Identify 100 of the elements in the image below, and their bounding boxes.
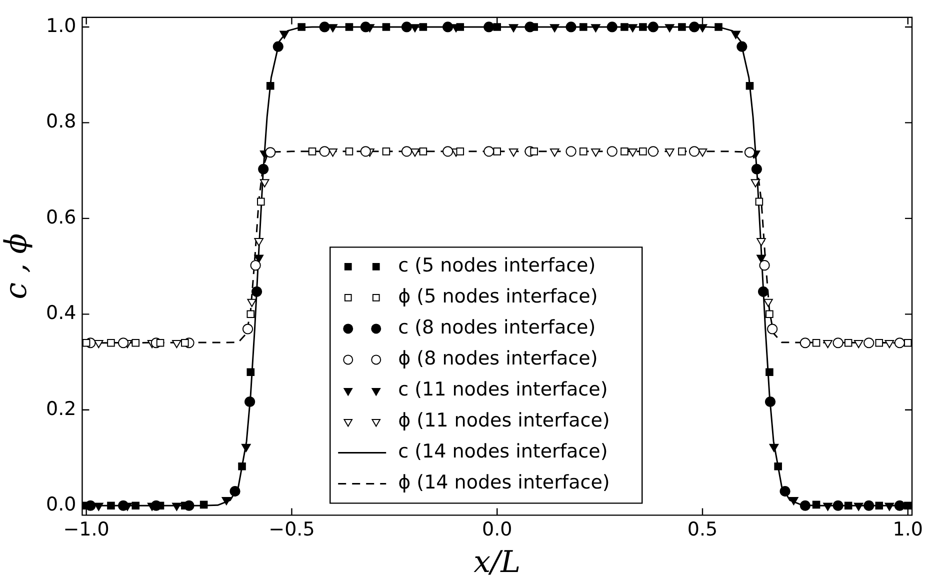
point <box>731 30 740 39</box>
point <box>832 338 844 348</box>
point <box>664 148 674 157</box>
point <box>854 340 864 348</box>
point <box>664 24 674 32</box>
point <box>345 23 354 31</box>
point <box>854 502 864 511</box>
point <box>360 146 371 157</box>
point <box>620 23 628 31</box>
point <box>746 82 754 90</box>
point <box>744 147 756 158</box>
y-tick-label: 0.6 <box>46 206 76 228</box>
point <box>118 338 129 348</box>
point <box>639 148 647 156</box>
point <box>258 164 269 174</box>
point <box>319 146 330 157</box>
point <box>172 502 182 511</box>
point <box>328 148 338 157</box>
point <box>456 23 464 31</box>
point <box>688 22 700 32</box>
point <box>755 198 764 206</box>
point <box>118 500 129 511</box>
point <box>107 338 115 347</box>
x-tick-label: −1.0 <box>63 518 110 541</box>
point <box>628 24 638 32</box>
point <box>200 500 208 509</box>
y-axis-title: c , ϕ <box>0 233 34 300</box>
point <box>94 502 104 511</box>
point <box>254 254 264 263</box>
point <box>550 24 560 32</box>
point <box>766 368 774 376</box>
point <box>698 24 708 32</box>
point <box>769 444 779 452</box>
point <box>894 500 905 511</box>
point <box>714 23 722 31</box>
point <box>442 146 454 157</box>
point <box>823 502 832 511</box>
point <box>579 23 588 31</box>
point <box>308 148 316 156</box>
point <box>774 462 782 470</box>
point <box>156 338 164 347</box>
point <box>780 486 790 497</box>
point <box>884 502 894 511</box>
point <box>257 198 265 206</box>
point <box>698 148 708 157</box>
x-tick-label: 0.5 <box>687 518 718 541</box>
point <box>844 338 852 347</box>
point <box>401 22 412 32</box>
point <box>94 340 104 348</box>
point <box>508 148 518 157</box>
point <box>756 254 766 263</box>
point <box>800 500 810 511</box>
point <box>758 286 769 297</box>
point <box>823 340 832 348</box>
point <box>688 146 700 157</box>
point <box>272 41 284 52</box>
point <box>132 502 140 510</box>
point <box>484 22 494 32</box>
point <box>606 22 618 32</box>
point <box>244 396 256 408</box>
point <box>360 22 371 32</box>
x-tick-label: 0.0 <box>482 518 512 541</box>
point <box>832 500 844 511</box>
point <box>591 24 600 32</box>
point <box>628 148 638 157</box>
point <box>172 340 182 348</box>
point <box>247 298 257 308</box>
point <box>764 298 773 308</box>
point <box>812 338 820 347</box>
point <box>566 22 576 32</box>
point <box>566 146 576 157</box>
point <box>620 148 628 156</box>
point <box>382 148 390 156</box>
point <box>875 502 884 510</box>
point <box>382 23 390 31</box>
legend-label: c (11 nodes interface) <box>398 378 608 401</box>
legend-label: ϕ (11 nodes interface) <box>398 410 610 432</box>
point <box>410 148 420 157</box>
point <box>230 486 240 497</box>
point <box>246 310 255 318</box>
point <box>181 338 189 347</box>
point <box>254 238 264 246</box>
point <box>750 179 760 188</box>
point <box>266 82 274 90</box>
point <box>678 148 686 156</box>
point <box>579 148 588 156</box>
point <box>648 146 659 157</box>
point <box>864 500 874 511</box>
point <box>442 22 454 32</box>
point <box>260 179 270 188</box>
x-tick-label: 1.0 <box>892 518 923 541</box>
y-tick-label: 0.0 <box>46 494 76 516</box>
point <box>639 23 647 31</box>
point <box>508 24 518 32</box>
point <box>844 502 852 510</box>
point <box>864 338 874 348</box>
point <box>82 338 90 347</box>
y-tick-label: 0.4 <box>46 302 76 324</box>
point <box>812 500 820 509</box>
legend-label: ϕ (14 nodes interface) <box>398 472 610 494</box>
